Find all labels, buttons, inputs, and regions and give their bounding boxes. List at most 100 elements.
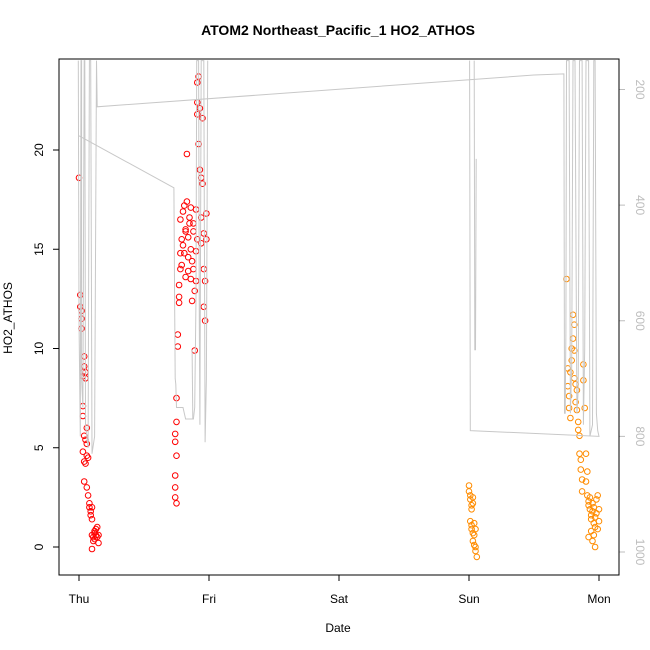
data-point — [591, 513, 599, 521]
data-point — [188, 257, 196, 265]
data-point — [87, 508, 94, 515]
data-point — [584, 468, 591, 475]
data-point — [595, 506, 603, 513]
data-point — [472, 543, 479, 551]
data-point — [173, 418, 180, 426]
data-point — [86, 504, 93, 511]
x-tick-label: Mon — [587, 592, 610, 606]
data-point — [91, 527, 98, 535]
data-point — [80, 478, 88, 485]
data-point — [171, 494, 179, 501]
data-point — [191, 287, 198, 295]
data-point — [177, 265, 184, 273]
data-point — [171, 484, 179, 491]
data-point — [184, 234, 192, 241]
data-point — [171, 430, 179, 438]
data-point — [470, 519, 478, 527]
data-point — [175, 299, 183, 307]
data-point — [589, 500, 596, 507]
data-point — [586, 494, 594, 501]
data-point — [581, 404, 589, 412]
data-point — [467, 517, 474, 525]
plot-box — [58, 58, 620, 576]
data-point — [181, 249, 188, 257]
data-point — [171, 438, 179, 446]
data-point — [576, 450, 583, 458]
right-tick-label: 600 — [633, 311, 647, 331]
data-point — [95, 539, 102, 547]
data-point — [183, 150, 191, 158]
data-point — [179, 208, 187, 215]
data-point — [582, 450, 590, 458]
data-point — [186, 214, 193, 221]
right-tick-label: 200 — [633, 79, 647, 99]
data-point — [194, 79, 201, 86]
data-point — [196, 166, 204, 174]
data-point — [84, 454, 92, 462]
data-point — [194, 111, 201, 118]
data-point — [585, 533, 592, 541]
right-tick-label: 800 — [633, 426, 647, 446]
data-point — [178, 261, 185, 269]
data-point — [585, 498, 592, 505]
data-point — [179, 242, 187, 249]
y-axis-label: HO2_ATHOS — [1, 282, 15, 354]
altitude-line-3 — [473, 60, 477, 351]
altitude-line-4 — [191, 349, 194, 420]
data-point — [182, 226, 189, 233]
data-point — [175, 281, 183, 289]
altitude-line-1 — [77, 60, 600, 454]
axes-layer: Thu Fri Sat Sun Mon 0 5 10 15 20 200 400 600 800 1000 — [32, 79, 647, 606]
data-point — [95, 531, 102, 539]
data-point — [589, 537, 596, 545]
chart-title: ATOM2 Northeast_Pacific_1 HO2_ATHOS — [201, 22, 475, 38]
data-point — [577, 456, 585, 464]
data-point — [472, 547, 479, 555]
altitude-layer — [77, 60, 600, 454]
x-tick-label: Thu — [69, 592, 90, 606]
right-tick-label: 400 — [633, 195, 647, 215]
data-point — [199, 180, 206, 187]
data-point — [177, 216, 184, 223]
data-point — [177, 249, 184, 257]
data-point — [577, 466, 585, 473]
data-point — [578, 488, 586, 495]
y-tick-label: 5 — [32, 444, 46, 451]
data-point — [567, 414, 574, 422]
data-point — [203, 210, 210, 217]
data-point — [595, 517, 603, 525]
data-point — [84, 492, 92, 499]
data-point — [574, 418, 582, 426]
y-tick-label: 0 — [32, 543, 46, 550]
data-point — [468, 506, 475, 513]
data-point — [88, 515, 96, 523]
data-point — [199, 114, 206, 122]
data-point — [201, 277, 209, 285]
data-point — [578, 476, 586, 483]
data-point — [470, 531, 478, 539]
data-point — [83, 484, 91, 491]
data-point — [196, 105, 204, 112]
right-tick-label: 1000 — [633, 539, 647, 566]
data-point — [565, 392, 573, 400]
data-point — [468, 525, 475, 533]
data-point — [83, 440, 91, 448]
data-point — [472, 525, 479, 533]
data-point — [589, 508, 596, 515]
data-point — [594, 492, 602, 499]
data-point — [88, 545, 96, 553]
data-point — [594, 525, 602, 533]
data-point — [582, 478, 590, 485]
y-tick-label: 10 — [32, 342, 46, 356]
x-tick-label: Sat — [330, 592, 349, 606]
data-point — [593, 496, 600, 503]
data-point — [173, 500, 180, 507]
x-axis-label: Date — [325, 621, 351, 635]
data-point — [565, 404, 573, 412]
y-tick-label: 20 — [32, 143, 46, 157]
x-tick-label: Fri — [202, 592, 216, 606]
data-point — [79, 448, 87, 456]
